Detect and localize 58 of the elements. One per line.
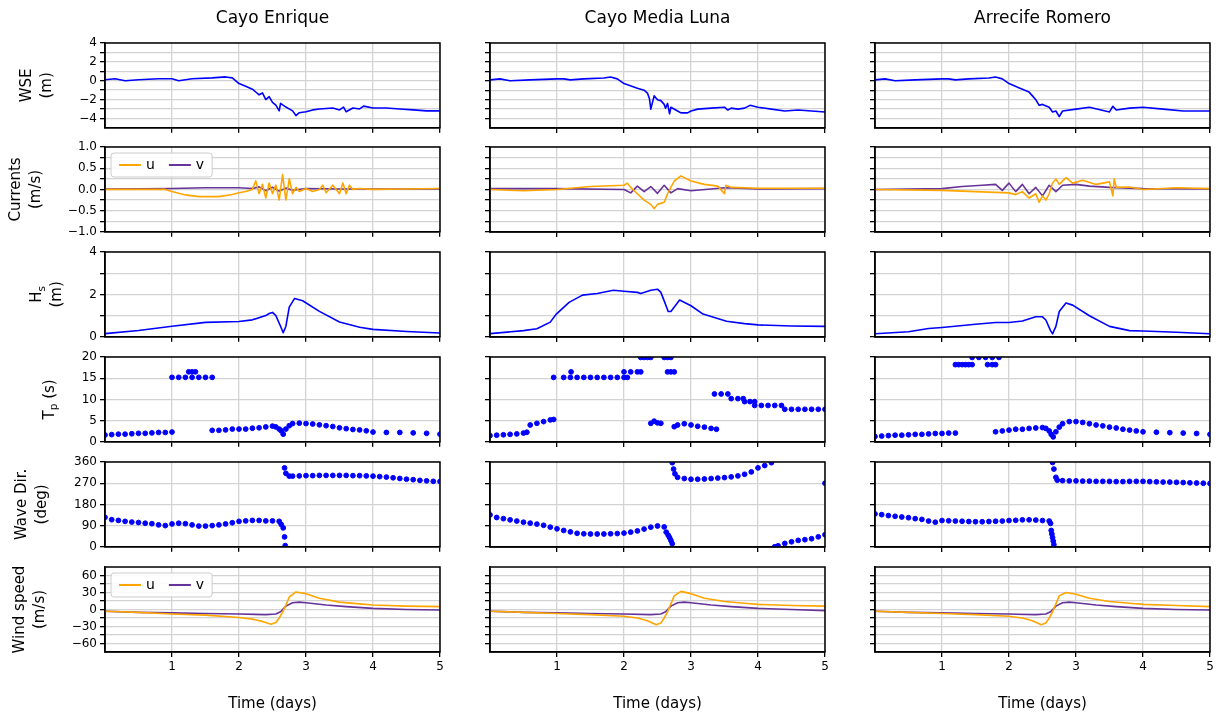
y-tick-label: −60 bbox=[71, 635, 97, 650]
x-axis-title: Time (days) bbox=[227, 693, 317, 712]
x-tick-label: 1 bbox=[553, 659, 561, 674]
x-axis-title: Time (days) bbox=[997, 693, 1087, 712]
y-axis-title: Wave Dir. (deg) bbox=[11, 468, 50, 541]
x-tick-label: 3 bbox=[1072, 659, 1080, 674]
y-tick-label: 20 bbox=[81, 349, 97, 364]
y-tick-label: 0 bbox=[89, 72, 97, 87]
x-tick-label: 5 bbox=[821, 659, 829, 674]
x-tick-label: 5 bbox=[1206, 659, 1214, 674]
y-tick-label: 4 bbox=[89, 35, 97, 50]
y-tick-label: 0 bbox=[89, 328, 97, 343]
y-tick-label: 4 bbox=[89, 244, 97, 259]
legend-label: v bbox=[195, 155, 205, 172]
y-tick-label: 0 bbox=[89, 433, 97, 448]
x-tick-label: 2 bbox=[1005, 659, 1013, 674]
chart-title: Cayo Media Luna bbox=[584, 7, 731, 28]
y-tick-label: 2 bbox=[89, 286, 97, 301]
y-tick-label: 270 bbox=[74, 475, 97, 490]
y-tick-label: 0.0 bbox=[77, 181, 97, 196]
y-axis-title: WSE (m) bbox=[17, 68, 56, 103]
legend-label: u bbox=[146, 155, 155, 172]
y-axis-title: Tp (s) bbox=[39, 379, 59, 421]
y-tick-label: 0 bbox=[89, 601, 97, 616]
chart-title: Arrecife Romero bbox=[974, 7, 1111, 28]
x-tick-label: 1 bbox=[168, 659, 176, 674]
x-tick-label: 4 bbox=[369, 659, 377, 674]
y-axis-title: Wind speed (m/s) bbox=[9, 565, 48, 654]
x-tick-label: 2 bbox=[235, 659, 243, 674]
y-tick-label: 15 bbox=[81, 370, 97, 385]
y-tick-label: −30 bbox=[71, 618, 97, 633]
y-tick-label: 0.5 bbox=[77, 160, 97, 175]
y-tick-label: 0 bbox=[89, 538, 97, 553]
y-tick-label: 90 bbox=[81, 517, 97, 532]
x-tick-label: 5 bbox=[436, 659, 444, 674]
x-tick-label: 4 bbox=[1139, 659, 1147, 674]
y-tick-label: 60 bbox=[81, 567, 97, 582]
y-tick-label: 10 bbox=[81, 391, 97, 406]
y-axis-title: Currents (m/s) bbox=[5, 157, 44, 222]
x-tick-label: 3 bbox=[302, 659, 310, 674]
y-tick-label: −0.5 bbox=[67, 202, 97, 217]
x-tick-label: 3 bbox=[687, 659, 695, 674]
legend-label: u bbox=[146, 575, 155, 592]
x-axis-title: Time (days) bbox=[612, 693, 702, 712]
y-tick-label: 360 bbox=[74, 454, 97, 469]
x-tick-label: 2 bbox=[620, 659, 628, 674]
y-tick-label: 180 bbox=[74, 496, 97, 511]
y-tick-label: −4 bbox=[79, 110, 97, 125]
y-tick-label: 5 bbox=[89, 412, 97, 427]
y-tick-label: −1.0 bbox=[67, 223, 97, 238]
chart-title: Cayo Enrique bbox=[215, 7, 330, 28]
x-tick-label: 1 bbox=[938, 659, 946, 674]
y-tick-label: 1.0 bbox=[77, 139, 97, 154]
x-tick-label: 4 bbox=[754, 659, 762, 674]
y-tick-label: −2 bbox=[79, 91, 97, 106]
y-tick-label: 30 bbox=[81, 584, 97, 599]
legend-label: v bbox=[195, 575, 205, 592]
y-tick-label: 2 bbox=[89, 53, 97, 68]
